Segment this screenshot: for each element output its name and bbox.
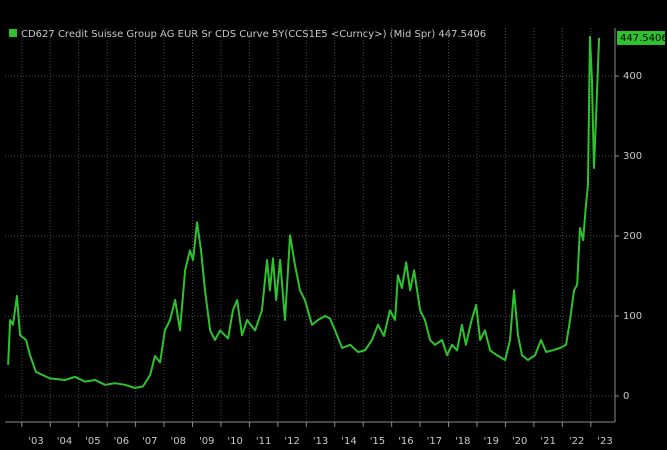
x-tick-label: '23: [597, 436, 612, 447]
x-tick-label: '11: [256, 436, 271, 447]
y-tick-label: 400: [623, 71, 642, 82]
y-tick-label: 0: [623, 391, 629, 402]
series-last-value: 447.5406: [438, 29, 486, 40]
x-tick-label: '06: [114, 436, 129, 447]
last-value-label: 447.5406: [620, 33, 667, 44]
x-tick-label: '05: [85, 436, 100, 447]
series-line: [7, 35, 601, 389]
x-tick-label: '03: [28, 436, 43, 447]
y-tick-label: 100: [623, 311, 642, 322]
legend-swatch: [9, 29, 17, 37]
series-name: CD627 Credit Suisse Group AG EUR Sr CDS …: [21, 29, 435, 40]
y-tick-label: 200: [623, 231, 642, 242]
x-tick-label: '07: [142, 436, 157, 447]
x-tick-label: '12: [284, 436, 299, 447]
x-tick-label: '04: [57, 436, 72, 447]
x-tick-label: '22: [569, 436, 584, 447]
x-tick-label: '15: [370, 436, 385, 447]
x-tick-label: '16: [398, 436, 413, 447]
x-tick-label: '09: [199, 436, 214, 447]
x-tick-label: '10: [227, 436, 242, 447]
y-tick-label: 300: [623, 151, 642, 162]
x-tick-label: '21: [540, 436, 555, 447]
x-tick-label: '08: [171, 436, 186, 447]
x-tick-label: '19: [483, 436, 498, 447]
last-value-box: [617, 30, 665, 45]
x-tick-label: '14: [341, 436, 356, 447]
x-tick-label: '13: [313, 436, 328, 447]
legend: CD627 Credit Suisse Group AG EUR Sr CDS …: [9, 29, 486, 40]
x-tick-label: '20: [512, 436, 527, 447]
x-tick-label: '17: [427, 436, 442, 447]
legend-label: CD627 Credit Suisse Group AG EUR Sr CDS …: [21, 29, 486, 40]
x-tick-label: '18: [455, 436, 470, 447]
